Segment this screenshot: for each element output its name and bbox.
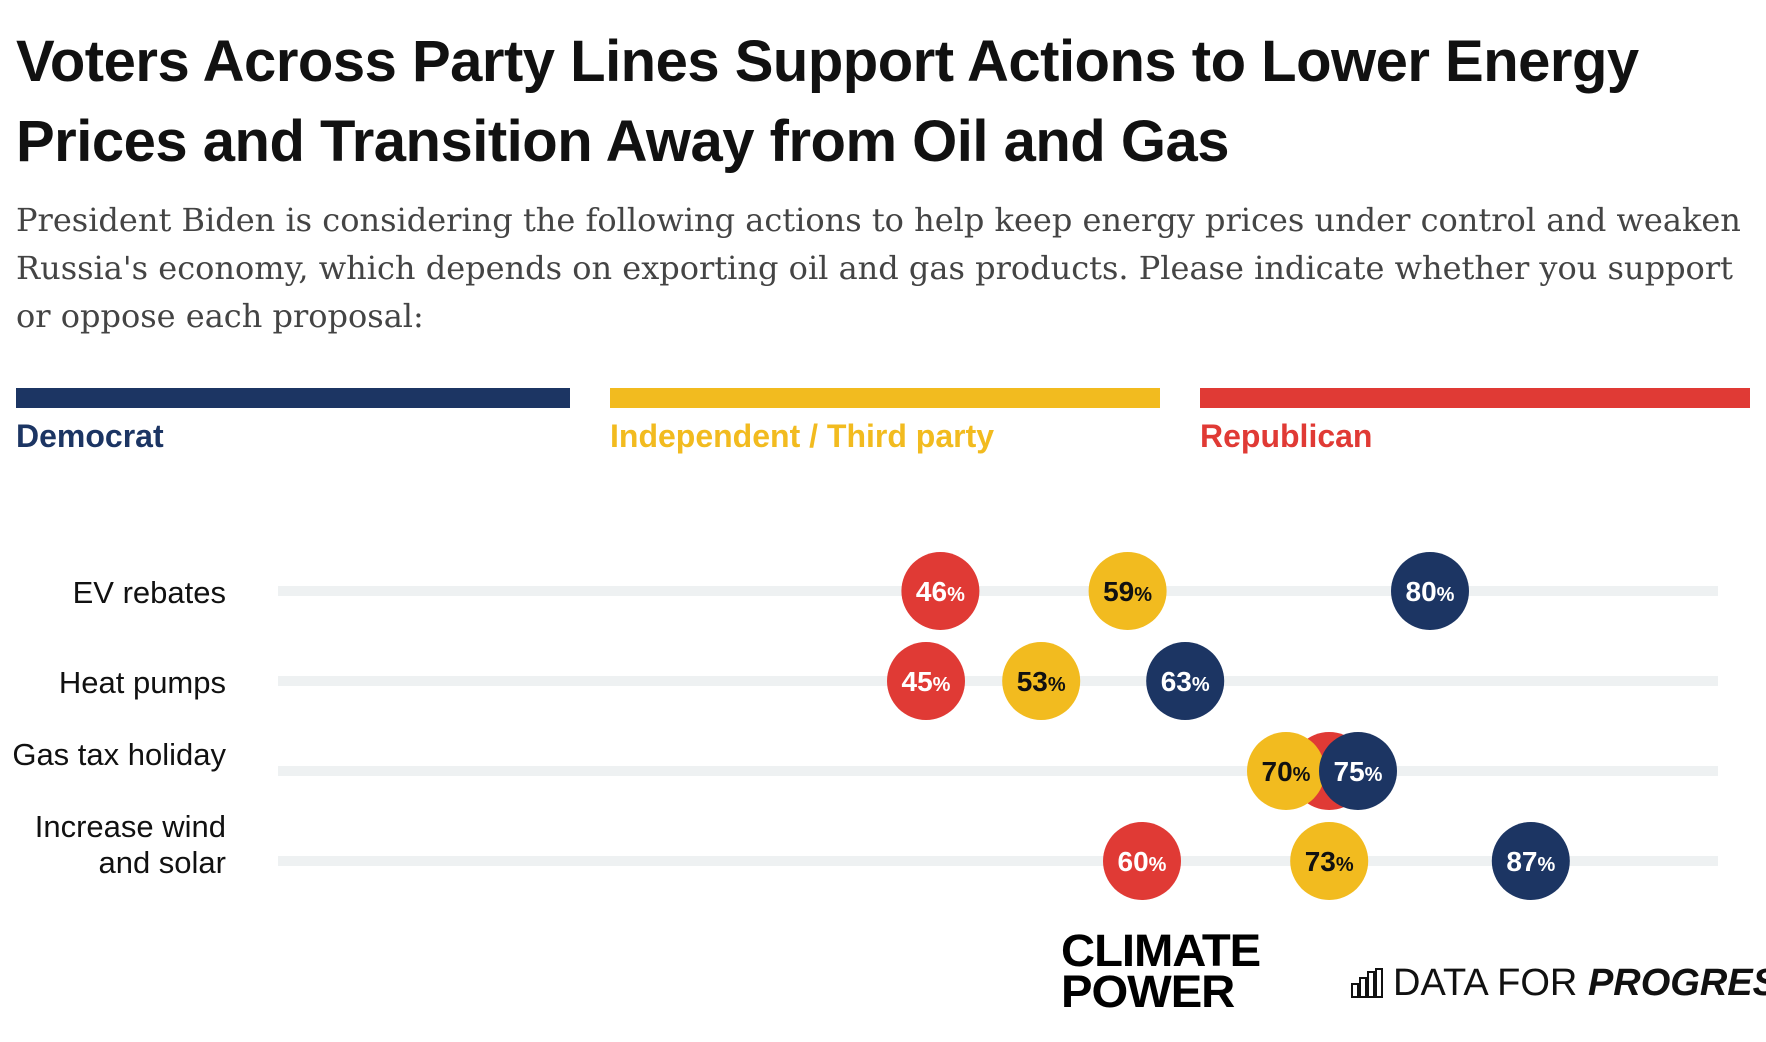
data-label-independent-gas-tax-holiday: 70% [1262, 756, 1311, 787]
legend-bar-republican [1200, 388, 1750, 408]
dot-circle-democrat [1491, 822, 1570, 900]
data-label-democrat-ev-rebates: 80% [1406, 576, 1455, 607]
legend-label-democrat: Democrat [16, 418, 164, 454]
dot-democrat-ev-rebates: 80% [1391, 552, 1469, 630]
legend-bar-democrat [16, 388, 570, 408]
chart-subtitle: President Biden is considering the follo… [16, 201, 1741, 335]
dot-circle-democrat [1319, 732, 1397, 810]
dot-republican-ev-rebates: 46% [901, 552, 980, 630]
row-label-increase-wind-solar: Increase wind and solar [34, 809, 226, 880]
legend-label-independent: Independent / Third party [610, 418, 995, 454]
data-for-progress-logo: DATA FOR PROGRESS [1351, 960, 1766, 1006]
data-label-democrat-gas-tax-holiday: 75% [1334, 756, 1383, 787]
row-label-gas-tax-holiday: Gas tax holiday [12, 737, 226, 772]
dot-democrat-gas-tax-holiday: 75% [1319, 732, 1397, 810]
legend-bar-independent [610, 388, 1160, 408]
dot-circle-independent [1290, 822, 1369, 900]
chart-title: Voters Across Party Lines Support Action… [16, 29, 1639, 174]
climate-power-line2: POWER [1061, 966, 1235, 1017]
dfp-text-bold: PROGRESS [1587, 961, 1766, 1004]
data-label-democrat-increase-wind-and-solar: 87% [1506, 846, 1555, 877]
data-label-democrat-heat-pumps: 63% [1161, 666, 1210, 697]
climate-power-logo: CLIMATE POWER [1061, 925, 1261, 1017]
dot-independent-gas-tax-holiday: 70% [1247, 732, 1325, 810]
dot-circle-republican [887, 642, 965, 720]
dot-circle-independent [1002, 642, 1081, 720]
row-label-heat-pumps: Heat pumps [58, 665, 226, 700]
dot-independent-heat-pumps: 53% [1002, 642, 1081, 720]
climate-power-line1: CLIMATE [1061, 925, 1261, 976]
data-label-independent-ev-rebates: 59% [1103, 576, 1152, 607]
dot-circle-republican [901, 552, 980, 630]
dot-republican-increase-wind-and-solar: 60% [1103, 822, 1181, 900]
dot-circle-republican [1103, 822, 1181, 900]
data-label-independent-increase-wind-and-solar: 73% [1305, 846, 1354, 877]
row-label-ev-rebates: EV rebates [72, 575, 226, 610]
dot-circle-democrat [1391, 552, 1469, 630]
data-label-independent-heat-pumps: 53% [1017, 666, 1066, 697]
dot-republican-heat-pumps: 45% [887, 642, 965, 720]
data-label-republican-heat-pumps: 45% [902, 666, 951, 697]
dot-democrat-heat-pumps: 63% [1146, 642, 1225, 720]
legend-label-republican: Republican [1200, 418, 1373, 454]
data-label-republican-ev-rebates: 46% [916, 576, 965, 607]
dfp-text-light: DATA FOR [1393, 961, 1588, 1004]
dot-circle-independent [1247, 732, 1325, 810]
dot-independent-ev-rebates: 59% [1088, 552, 1167, 630]
dot-circle-democrat [1146, 642, 1225, 720]
dot-circle-independent [1088, 552, 1167, 630]
bar-chart-icon [1351, 968, 1383, 998]
dot-independent-increase-wind-and-solar: 73% [1290, 822, 1369, 900]
dot-democrat-increase-wind-and-solar: 87% [1491, 822, 1570, 900]
data-label-republican-increase-wind-and-solar: 60% [1118, 846, 1167, 877]
